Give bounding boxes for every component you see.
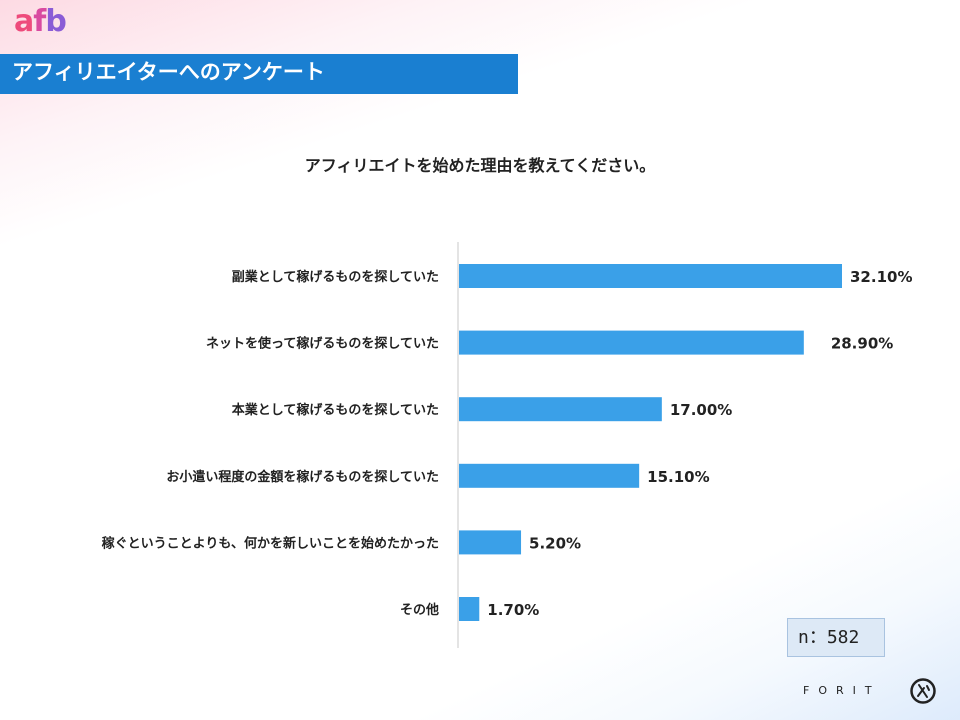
value-label: 17.00% [670, 401, 732, 419]
value-label: 5.20% [529, 534, 581, 552]
value-label: 1.70% [487, 601, 539, 619]
category-label: 稼ぐということよりも、何かを新しいことを始めたかった [102, 535, 439, 551]
survey-question: アフィリエイトを始めた理由を教えてください。 [304, 156, 656, 175]
page-title: アフィリエイターへのアンケート [0, 54, 518, 94]
bar [459, 264, 842, 288]
value-label: 15.10% [647, 468, 709, 486]
bar [459, 397, 662, 422]
bar [459, 530, 522, 555]
sample-size-badge: n：582 [787, 618, 885, 657]
category-label: ネットを使って稼げるものを探していた [206, 336, 439, 352]
category-label: 副業として稼げるものを探していた [232, 269, 439, 285]
afb-logo: afb [14, 4, 67, 39]
bar [459, 463, 640, 488]
forit-logo-icon [910, 678, 936, 704]
value-label: 32.10% [850, 268, 912, 286]
value-label: 28.90% [831, 335, 893, 353]
forit-brand: FORIT [803, 684, 881, 697]
category-label: 本業として稼げるものを探していた [232, 402, 439, 418]
category-label: お小遣い程度の金額を稼げるものを探していた [166, 469, 439, 485]
bar [459, 597, 480, 621]
category-label: その他 [400, 602, 439, 618]
bar [459, 330, 804, 355]
